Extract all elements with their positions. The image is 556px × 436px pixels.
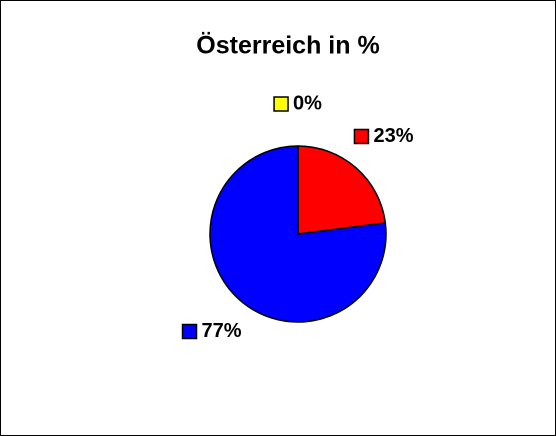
data-label: 0% xyxy=(293,92,322,114)
legend-swatch xyxy=(181,323,198,340)
legend-swatch xyxy=(353,128,370,145)
pie-slice xyxy=(297,145,387,235)
data-label: 77% xyxy=(202,320,242,342)
pie-slice xyxy=(209,145,387,323)
legend-swatch xyxy=(273,96,289,112)
data-label: 23% xyxy=(373,125,413,147)
chart-title: Österreich in % xyxy=(196,31,379,60)
